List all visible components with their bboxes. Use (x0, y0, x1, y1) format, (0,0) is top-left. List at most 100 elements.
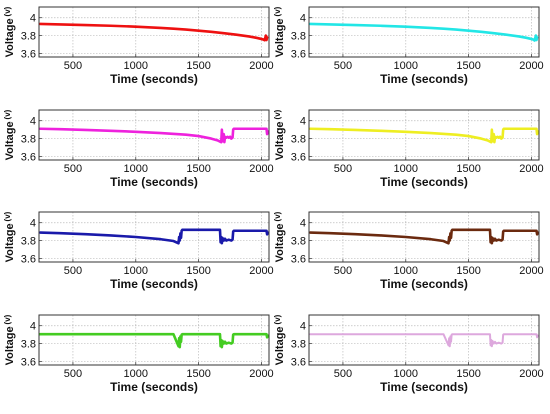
y-axis-label-unit: (v) (273, 211, 282, 221)
x-tick-label: 2000 (249, 163, 273, 175)
series-line (309, 333, 539, 348)
y-tick-label: 4 (30, 218, 36, 230)
y-tick-label: 3.8 (21, 31, 36, 43)
x-axis-label: Time (seconds) (380, 277, 468, 291)
series-line (38, 228, 270, 245)
y-tick-label: 3.6 (21, 356, 36, 368)
x-tick-label: 500 (64, 163, 82, 175)
axes-frame (308, 211, 540, 263)
x-tick-label: 2000 (249, 368, 273, 380)
y-tick-label: 3.6 (21, 151, 36, 163)
subplot-8: 500 1000 1500 2000 3.6 3.8 4 Time (seconds) Volt… (273, 314, 544, 394)
y-tick-label: 3.6 (291, 151, 306, 163)
y-tick-label: 3.8 (291, 236, 306, 248)
y-tick-label: 3.8 (21, 134, 36, 146)
series-line (38, 127, 270, 144)
y-axis-label-text: Voltage (274, 18, 286, 57)
y-axis-label: Voltage (v) (3, 6, 16, 57)
y-tick-label: 3.8 (21, 339, 36, 351)
axes-frame (38, 6, 270, 58)
x-tick-label: 1500 (186, 265, 210, 277)
y-tick-label: 3.6 (21, 253, 36, 265)
x-tick-label: 500 (64, 368, 82, 380)
axes-frame (308, 6, 540, 58)
y-axis-label-unit: (v) (3, 211, 12, 221)
x-tick-label: 2000 (519, 60, 543, 72)
y-tick-label: 4 (300, 116, 306, 128)
x-axis-label: Time (seconds) (110, 380, 198, 394)
y-axis-label: Voltage (v) (3, 109, 16, 160)
x-tick-label: 1000 (394, 265, 418, 277)
x-tick-label: 2000 (519, 265, 543, 277)
y-tick-label: 3.6 (291, 253, 306, 265)
series-line (38, 22, 269, 42)
y-tick-label: 3.6 (291, 48, 306, 60)
x-tick-label: 2000 (249, 265, 273, 277)
subplot-6: 500 1000 1500 2000 3.6 3.8 4 Time (seconds) Volt… (273, 211, 544, 291)
y-axis-label-text: Voltage (4, 18, 16, 57)
x-tick-label: 1500 (456, 265, 480, 277)
subplot-1: 500 1000 1500 2000 3.6 3.8 4 Time (seconds) Volt… (3, 6, 274, 86)
x-tick-label: 500 (64, 265, 82, 277)
x-tick-label: 1000 (124, 60, 148, 72)
y-tick-label: 4 (30, 321, 36, 333)
subplot-4: 500 1000 1500 2000 3.6 3.8 4 Time (seconds) Volt… (273, 109, 544, 189)
y-axis-label-unit: (v) (273, 314, 282, 324)
axes-frame (38, 109, 270, 161)
y-tick-label: 4 (30, 13, 36, 25)
x-tick-label: 2000 (519, 163, 543, 175)
y-axis-label-unit: (v) (3, 6, 12, 16)
y-tick-label: 3.8 (21, 236, 36, 248)
series-line (308, 228, 540, 245)
x-tick-label: 1500 (186, 368, 210, 380)
series-line (38, 332, 270, 349)
x-axis-label: Time (seconds) (380, 380, 468, 394)
x-axis-label: Time (seconds) (380, 175, 468, 189)
subplot-3: 500 1000 1500 2000 3.6 3.8 4 Time (seconds) Volt… (3, 109, 274, 189)
x-tick-label: 1000 (124, 265, 148, 277)
y-tick-label: 3.6 (291, 356, 306, 368)
y-axis-label: Voltage (v) (3, 314, 16, 365)
x-tick-label: 2000 (249, 60, 273, 72)
series-line (308, 127, 540, 144)
x-tick-label: 1500 (456, 60, 480, 72)
x-tick-label: 1500 (456, 163, 480, 175)
x-tick-label: 1000 (394, 163, 418, 175)
x-tick-label: 1500 (186, 60, 210, 72)
x-tick-label: 2000 (519, 368, 543, 380)
x-tick-label: 500 (334, 163, 352, 175)
x-tick-label: 1000 (394, 60, 418, 72)
x-axis-label: Time (seconds) (110, 277, 198, 291)
y-axis-label-text: Voltage (274, 223, 286, 262)
x-tick-label: 1000 (124, 368, 148, 380)
y-axis-label: Voltage (v) (273, 6, 286, 57)
x-axis-label: Time (seconds) (380, 72, 468, 86)
x-tick-label: 500 (64, 60, 82, 72)
y-axis-label-text: Voltage (4, 326, 16, 365)
x-axis-label: Time (seconds) (110, 72, 198, 86)
x-tick-label: 1500 (186, 163, 210, 175)
y-tick-label: 3.8 (291, 339, 306, 351)
y-axis-label: Voltage (v) (3, 211, 16, 262)
y-axis-label-unit: (v) (273, 109, 282, 119)
y-tick-label: 4 (300, 13, 306, 25)
y-axis-label-text: Voltage (4, 223, 16, 262)
axes-frame (308, 109, 540, 161)
y-tick-label: 4 (300, 218, 306, 230)
y-axis-label: Voltage (v) (273, 109, 286, 160)
y-axis-label-text: Voltage (274, 121, 286, 160)
y-tick-label: 4 (300, 321, 306, 333)
subplot-7: 500 1000 1500 2000 3.6 3.8 4 Time (seconds) Volt… (3, 314, 274, 394)
y-tick-label: 3.8 (291, 134, 306, 146)
y-tick-label: 3.6 (21, 48, 36, 60)
x-tick-label: 1000 (124, 163, 148, 175)
y-axis-label-text: Voltage (4, 121, 16, 160)
subplot-5: 500 1000 1500 2000 3.6 3.8 4 Time (seconds) Volt… (3, 211, 274, 291)
axes-frame (38, 314, 270, 366)
axes-frame (38, 211, 270, 263)
y-axis-label-unit: (v) (273, 6, 282, 16)
x-tick-label: 500 (334, 265, 352, 277)
x-axis-label: Time (seconds) (110, 175, 198, 189)
y-axis-label-unit: (v) (3, 109, 12, 119)
